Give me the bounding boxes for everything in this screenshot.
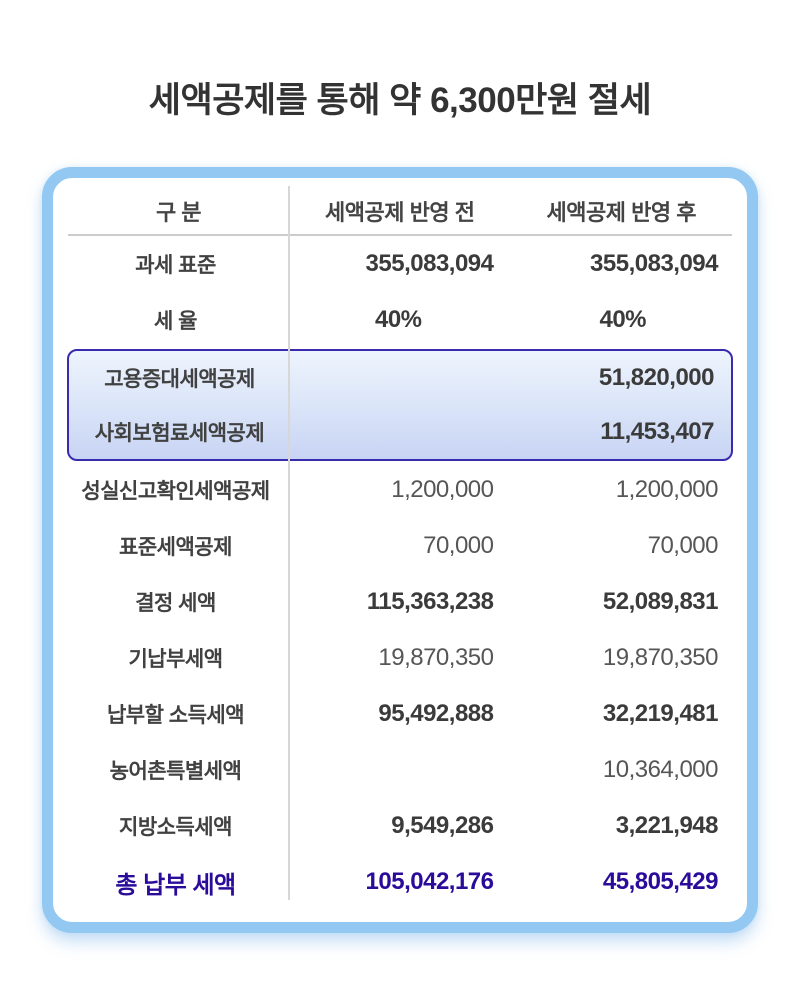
row-label: 세 율 xyxy=(154,310,197,333)
row-label: 총 납부 세액 xyxy=(115,871,236,899)
table-header-row: 구 분 세액공제 반영 전 세액공제 반영 후 xyxy=(68,188,732,236)
row-label: 사회보험료세액공제 xyxy=(94,422,265,445)
table-row: 총 납부 세액 105,042,176 45,805,429 xyxy=(65,854,735,910)
row-after-value: 51,820,000 xyxy=(598,364,715,391)
row-before-value: 115,363,238 xyxy=(366,588,494,615)
row-label: 고용증대세액공제 xyxy=(104,368,255,391)
header-after-credit: 세액공제 반영 후 xyxy=(546,200,697,225)
page-title: 세액공제를 통해 약 6,300만원 절세 xyxy=(148,81,652,120)
tax-comparison-table: 구 분 세액공제 반영 전 세액공제 반영 후 과세 표준 355,083,09… xyxy=(53,178,747,922)
row-after-value: 70,000 xyxy=(647,532,719,559)
table-body: 과세 표준 355,083,094 355,083,094 세 율 40% 40… xyxy=(65,236,735,910)
row-label: 농어촌특별세액 xyxy=(109,760,242,783)
row-after-value: 45,805,429 xyxy=(602,868,719,895)
table-row: 기납부세액 19,870,350 19,870,350 xyxy=(65,630,735,686)
table-row: 결정 세액 115,363,238 52,089,831 xyxy=(65,574,735,630)
header-before-credit: 세액공제 반영 전 xyxy=(325,200,475,225)
table-row: 사회보험료세액공제 11,453,407 xyxy=(69,405,731,459)
row-after-value: 3,221,948 xyxy=(615,812,719,839)
row-label: 결정 세액 xyxy=(135,592,216,615)
row-label: 지방소득세액 xyxy=(119,816,232,839)
table-row: 세 율 40% 40% xyxy=(65,292,735,348)
table-row: 농어촌특별세액 10,364,000 xyxy=(65,742,735,798)
row-label: 과세 표준 xyxy=(135,254,216,277)
row-after-value: 355,083,094 xyxy=(590,250,718,277)
table-row: 고용증대세액공제 51,820,000 xyxy=(69,351,731,405)
row-after-value: 10,364,000 xyxy=(602,756,719,783)
row-label: 기납부세액 xyxy=(128,648,223,671)
row-after-value: 40% xyxy=(599,306,647,333)
table-row: 납부할 소득세액 95,492,888 32,219,481 xyxy=(65,686,735,742)
row-after-value: 32,219,481 xyxy=(602,700,719,727)
header-category: 구 분 xyxy=(155,200,202,225)
row-before-value: 70,000 xyxy=(423,532,494,559)
row-label: 납부할 소득세액 xyxy=(106,704,245,727)
row-before-value: 355,083,094 xyxy=(365,250,494,277)
row-label: 표준세액공제 xyxy=(119,536,232,559)
row-before-value: 95,492,888 xyxy=(378,700,494,727)
highlighted-credits-box: 고용증대세액공제 51,820,000 사회보험료세액공제 11,453,407 xyxy=(67,349,733,461)
page: 세액공제를 통해 약 6,300만원 절세 구 분 세액공제 반영 전 세액공제… xyxy=(0,72,800,933)
row-label: 성실신고확인세액공제 xyxy=(81,480,270,503)
row-before-value: 105,042,176 xyxy=(365,868,494,895)
row-before-value: 1,200,000 xyxy=(391,476,494,503)
table-row: 과세 표준 355,083,094 355,083,094 xyxy=(65,236,735,292)
column-divider xyxy=(288,186,290,900)
row-before-value: 9,549,286 xyxy=(391,812,494,839)
row-after-value: 1,200,000 xyxy=(615,476,719,503)
row-after-value: 19,870,350 xyxy=(602,644,719,671)
row-after-value: 11,453,407 xyxy=(600,418,714,445)
table-row: 지방소득세액 9,549,286 3,221,948 xyxy=(65,798,735,854)
table-row: 성실신고확인세액공제 1,200,000 1,200,000 xyxy=(65,462,735,518)
table-row: 표준세액공제 70,000 70,000 xyxy=(65,518,735,574)
row-after-value: 52,089,831 xyxy=(602,588,719,615)
tax-comparison-card: 구 분 세액공제 반영 전 세액공제 반영 후 과세 표준 355,083,09… xyxy=(42,167,758,933)
row-before-value: 19,870,350 xyxy=(378,644,494,671)
row-before-value: 40% xyxy=(374,306,422,333)
